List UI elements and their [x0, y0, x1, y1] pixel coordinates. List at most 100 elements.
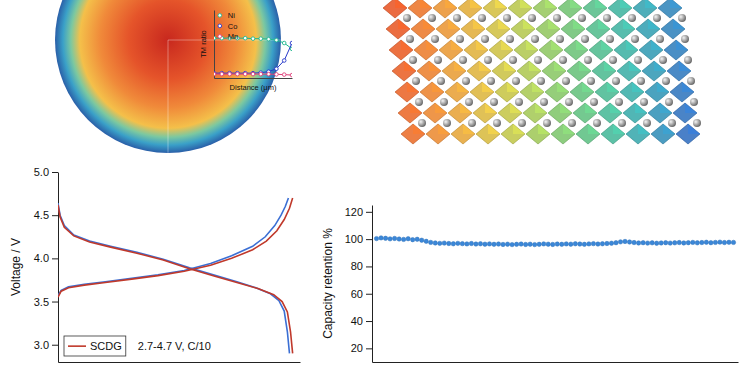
- octahedron: [398, 103, 422, 123]
- octahedron: [651, 124, 675, 144]
- tick-label: 80: [351, 260, 363, 272]
- annotation: 2.7-4.7 V, C/10: [138, 340, 211, 352]
- octahedron: [433, 0, 457, 18]
- lithium-ion: [453, 14, 461, 22]
- octahedron: [573, 103, 597, 123]
- data-point: [636, 241, 640, 245]
- figure: NiCoMnTM ratioDistance (μm)3.03.54.04.55…: [0, 0, 750, 375]
- octahedron: [511, 19, 535, 39]
- tick-mark: [52, 302, 58, 303]
- chart-panel: NiCoMnTM ratioDistance (μm): [199, 11, 294, 93]
- data-point: [523, 242, 527, 246]
- octahedron: [617, 61, 641, 81]
- data-point: [397, 237, 401, 241]
- tick: 3.0: [34, 339, 58, 351]
- lithium-ion: [431, 35, 439, 43]
- octahedron: [614, 40, 638, 60]
- lithium-ion: [415, 98, 423, 106]
- lithium-ion: [593, 119, 601, 127]
- tick: 40: [351, 315, 372, 327]
- data-point: [275, 38, 279, 42]
- octahedron: [558, 0, 582, 18]
- octahedron: [664, 40, 688, 60]
- data-point: [627, 240, 631, 244]
- data-point: [214, 36, 216, 40]
- octahedron: [539, 40, 563, 60]
- data-point: [514, 242, 518, 246]
- data-point: [214, 72, 216, 76]
- data-point: [483, 242, 487, 246]
- octahedron: [598, 103, 622, 123]
- octahedron-facet: [513, 124, 525, 134]
- octahedron: [395, 82, 419, 102]
- data-point: [686, 240, 690, 244]
- octahedron: [408, 0, 432, 18]
- octahedron-facet: [423, 19, 435, 29]
- data-point: [569, 242, 573, 246]
- octahedron-facet: [426, 40, 438, 50]
- data-point: [546, 242, 550, 246]
- octahedron-facet: [595, 0, 607, 8]
- data-point: [424, 239, 428, 243]
- tick-mark: [52, 345, 58, 346]
- octahedron: [526, 124, 550, 144]
- lithium-ion: [637, 77, 645, 85]
- data-point: [290, 73, 292, 77]
- octahedron-facet: [576, 40, 588, 50]
- lithium-ion: [681, 35, 689, 43]
- octahedron: [564, 40, 588, 60]
- lithium-ion: [553, 14, 561, 22]
- tick-label: 4.5: [34, 209, 49, 221]
- octahedron: [567, 61, 591, 81]
- octahedron-facet: [395, 0, 407, 8]
- data-point: [282, 41, 286, 45]
- octahedron: [492, 61, 516, 81]
- octahedron-facet: [523, 19, 535, 29]
- data-point: [551, 242, 555, 246]
- lithium-ion: [618, 119, 626, 127]
- lithium-ion: [662, 77, 670, 85]
- x-axis: [59, 362, 301, 363]
- particle-cut: [168, 40, 281, 153]
- octahedron-facet: [685, 103, 697, 113]
- lithium-ion: [434, 56, 442, 64]
- octahedron-facet: [545, 0, 557, 8]
- tick-mark: [52, 172, 58, 173]
- data-point: [659, 241, 663, 245]
- octahedron-facet: [660, 103, 672, 113]
- octahedron-facet: [554, 61, 566, 71]
- axis-line: [214, 11, 215, 79]
- octahedron-facet: [520, 0, 532, 8]
- data-point: [251, 71, 255, 75]
- legend-frame: [64, 336, 126, 356]
- octahedron: [636, 19, 660, 39]
- octahedron-facet: [598, 19, 610, 29]
- data-point: [673, 241, 677, 245]
- lithium-ion: [540, 98, 548, 106]
- tick-label: 5.0: [34, 166, 49, 178]
- tick-mark: [366, 294, 372, 295]
- lithium-ion: [603, 14, 611, 22]
- octahedron: [645, 82, 669, 102]
- lithium-ion: [568, 119, 576, 127]
- data-point: [600, 242, 604, 246]
- octahedron-facet: [657, 82, 669, 92]
- data-point: [632, 240, 636, 244]
- data-point: [236, 71, 240, 75]
- octahedron-facet: [454, 61, 466, 71]
- data-point: [429, 240, 433, 244]
- data-point: [447, 241, 451, 245]
- octahedron-facet: [682, 82, 694, 92]
- octahedron: [473, 103, 497, 123]
- data-point: [654, 241, 658, 245]
- octahedron-facet: [548, 19, 560, 29]
- axis-line: [215, 78, 293, 79]
- tick-label: 40: [351, 315, 363, 327]
- y-axis-title: Voltage / V: [9, 238, 23, 296]
- octahedron: [670, 82, 694, 102]
- octahedron: [536, 19, 560, 39]
- octahedron-facet: [620, 0, 632, 8]
- octahedron-facet: [410, 103, 422, 113]
- data-point: [392, 236, 396, 240]
- octahedron-facet: [460, 103, 472, 113]
